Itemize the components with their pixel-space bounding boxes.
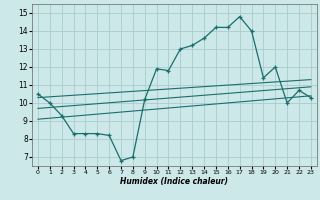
X-axis label: Humidex (Indice chaleur): Humidex (Indice chaleur) <box>120 177 228 186</box>
